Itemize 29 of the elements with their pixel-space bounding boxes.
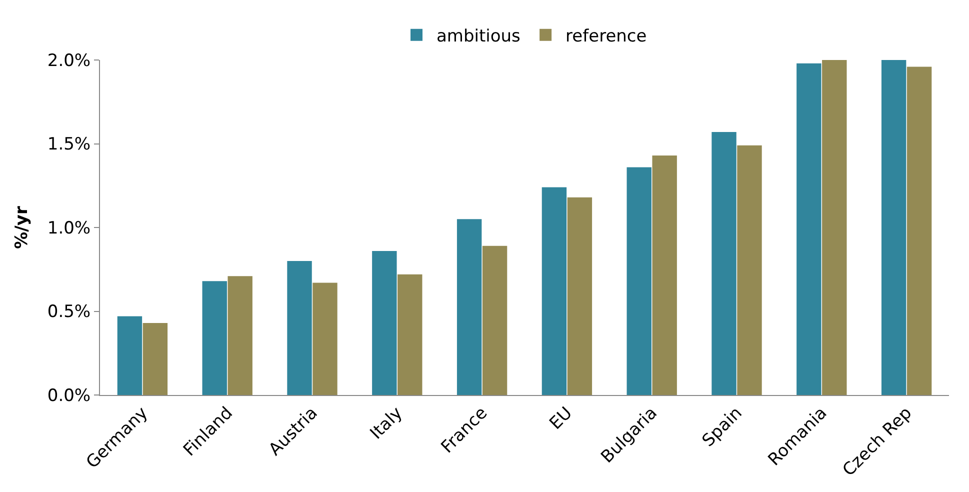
y-tick-label: 0.0% bbox=[47, 386, 91, 406]
legend-label: ambitious bbox=[436, 26, 521, 46]
y-tick-label: 1.0% bbox=[47, 218, 91, 238]
bar bbox=[796, 63, 822, 395]
bar bbox=[906, 66, 932, 395]
x-tick-label: EU bbox=[546, 403, 576, 434]
legend-label: reference bbox=[566, 26, 647, 46]
y-axis-title: %/yr bbox=[12, 206, 32, 249]
bar bbox=[822, 60, 847, 395]
bar bbox=[626, 167, 652, 395]
bar bbox=[117, 316, 142, 395]
bar bbox=[712, 132, 736, 395]
bar bbox=[456, 219, 482, 395]
bar bbox=[567, 197, 592, 395]
bar bbox=[312, 282, 338, 395]
bar bbox=[202, 281, 227, 395]
bar bbox=[482, 246, 508, 395]
bar bbox=[737, 145, 762, 395]
y-tick-label: 2.0% bbox=[47, 50, 91, 71]
bar bbox=[652, 155, 677, 395]
bar bbox=[228, 276, 252, 395]
y-tick-label: 0.5% bbox=[47, 302, 91, 322]
bar bbox=[372, 250, 397, 395]
bar bbox=[542, 187, 567, 395]
bar bbox=[398, 274, 422, 395]
bar bbox=[881, 60, 906, 395]
bar bbox=[287, 261, 312, 395]
y-tick-label: 1.5% bbox=[47, 134, 91, 155]
bar bbox=[142, 322, 168, 395]
